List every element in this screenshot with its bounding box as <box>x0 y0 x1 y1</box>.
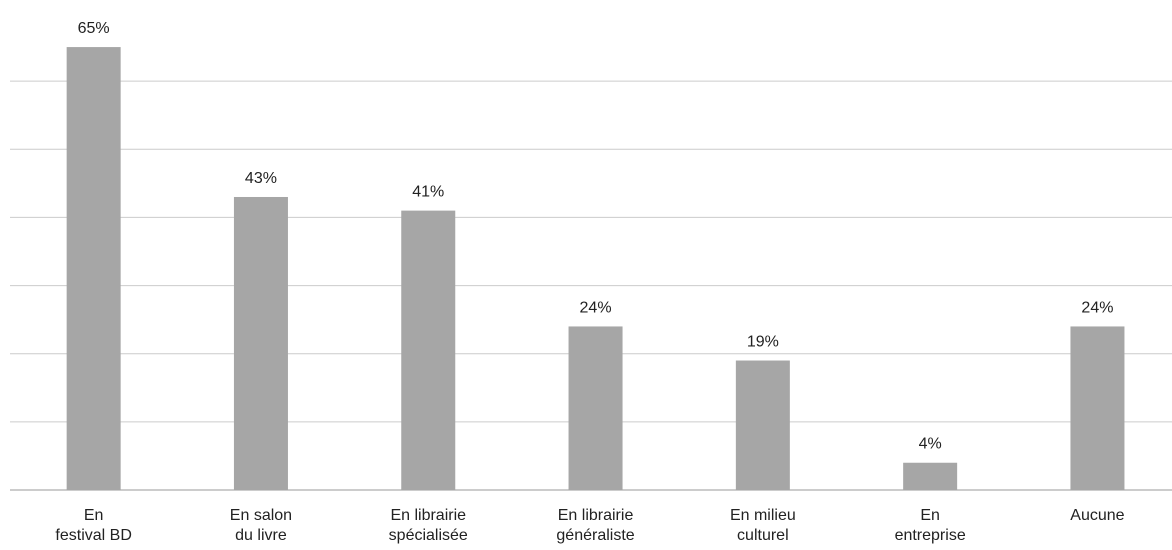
bar <box>66 47 121 490</box>
bar <box>568 326 623 490</box>
x-tick-label: En librairie spécialisée <box>388 507 468 544</box>
x-tick-label: En festival BD <box>55 507 132 544</box>
value-label: 41% <box>412 184 444 201</box>
x-tick-label: Aucune <box>1070 507 1125 524</box>
value-label: 43% <box>245 170 277 187</box>
value-label: 19% <box>747 334 779 351</box>
bar <box>903 462 958 490</box>
value-label: 4% <box>919 436 942 453</box>
value-label: 24% <box>580 299 612 316</box>
bar <box>233 196 288 490</box>
x-tick-label: En milieu culturel <box>729 507 796 544</box>
value-label: 65% <box>78 20 110 37</box>
bar <box>735 360 790 490</box>
bar <box>1070 326 1125 490</box>
x-tick-label: En entreprise <box>894 507 966 544</box>
x-tick-label: En salon du livre <box>229 507 293 544</box>
bar <box>401 210 456 490</box>
x-tick-label: En librairie généraliste <box>556 507 635 544</box>
value-label: 24% <box>1081 299 1113 316</box>
